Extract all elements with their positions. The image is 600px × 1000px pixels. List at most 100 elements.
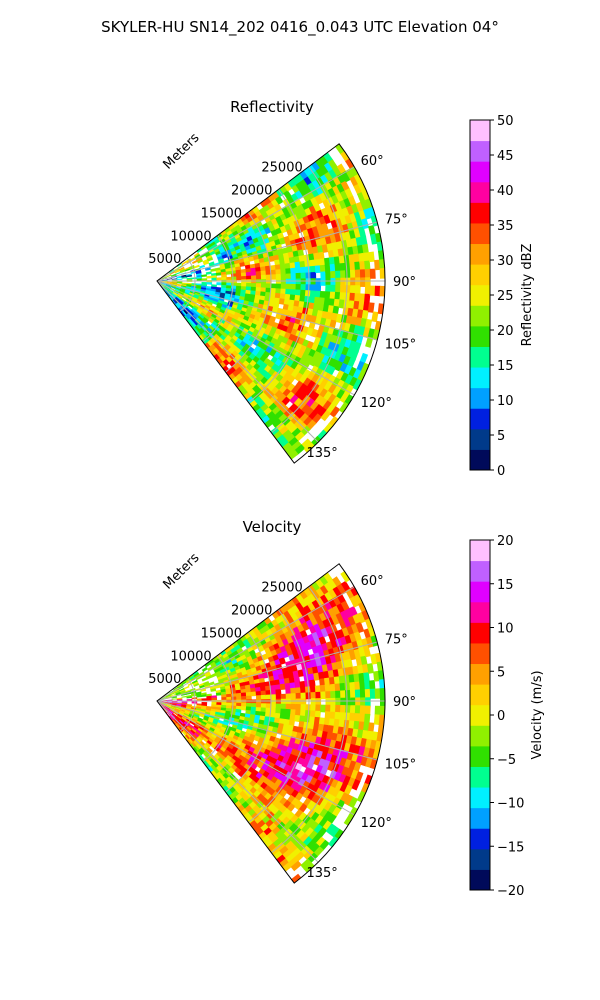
- field-cell: [260, 690, 267, 696]
- azimuth-tick-label: 60°: [361, 154, 384, 169]
- field-cell: [289, 714, 296, 722]
- field-cell: [285, 273, 292, 280]
- field-cell: [186, 718, 192, 723]
- field-cell: [265, 685, 272, 692]
- field-cell: [294, 681, 301, 689]
- field-cell: [334, 360, 344, 372]
- field-cell: [357, 244, 365, 255]
- field-cell: [292, 305, 299, 314]
- field-cell: [300, 686, 307, 694]
- field-cell: [219, 308, 226, 315]
- field-cell: [348, 254, 356, 264]
- field-cell: [292, 670, 300, 678]
- colorbar-tick-label: 0: [497, 464, 505, 479]
- field-cell: [274, 712, 281, 720]
- field-cell: [193, 295, 200, 300]
- field-cell: [175, 706, 182, 710]
- field-cell: [327, 725, 335, 735]
- field-cell: [367, 722, 375, 733]
- field-cell: [201, 721, 208, 726]
- field-cell: [281, 667, 289, 675]
- field-cell: [363, 774, 373, 787]
- field-cell: [164, 707, 170, 711]
- field-cell: [188, 730, 195, 737]
- field-cell: [173, 718, 178, 724]
- field-cell: [235, 686, 242, 691]
- field-cell: [170, 707, 176, 711]
- field-cell: [165, 706, 170, 710]
- field-cell: [282, 672, 290, 680]
- field-cell: [300, 698, 307, 706]
- field-cell: [205, 267, 211, 271]
- field-cell: [195, 311, 201, 317]
- field-cell: [189, 316, 196, 323]
- field-cell: [353, 253, 360, 264]
- range-ring: [202, 234, 234, 343]
- field-cell: [161, 281, 168, 283]
- field-cell: [260, 283, 267, 289]
- field-cell: [285, 288, 292, 296]
- field-cell: [193, 312, 200, 318]
- field-cell: [309, 259, 316, 268]
- field-cell: [183, 714, 189, 718]
- field-cell: [171, 701, 178, 704]
- azimuth-tick-label: 105°: [385, 758, 416, 773]
- reflectivity-radial-label: Meters: [161, 130, 203, 172]
- field-cell: [316, 730, 324, 739]
- field-cell: [365, 756, 374, 768]
- field-cell: [362, 721, 370, 733]
- field-cell: [176, 715, 182, 720]
- field-cell: [161, 282, 167, 285]
- field-cell: [362, 243, 369, 255]
- field-cell: [313, 252, 320, 261]
- field-cell: [273, 297, 281, 304]
- field-cell: [350, 697, 356, 707]
- field-cell: [166, 702, 173, 704]
- radial-tick-label: 25000: [261, 581, 302, 596]
- field-cell: [341, 207, 351, 218]
- field-cell: [355, 334, 364, 345]
- radial-tick-label: 5000: [148, 672, 181, 687]
- field-cell: [255, 290, 262, 297]
- field-cell: [187, 716, 194, 721]
- field-cell: [209, 250, 216, 256]
- colorbar-segment: [470, 253, 490, 265]
- field-cell: [274, 259, 281, 266]
- field-cell: [348, 674, 356, 684]
- field-cell: [286, 246, 294, 254]
- field-cell: [199, 673, 206, 678]
- field-cell: [209, 661, 217, 667]
- colorbar-tick-label: 15: [497, 359, 514, 374]
- azimuth-tick-label: 75°: [385, 632, 408, 647]
- field-cell: [274, 292, 281, 300]
- field-cell: [285, 708, 292, 716]
- colorbar-tick-label: −20: [497, 884, 524, 899]
- field-cell: [181, 285, 187, 288]
- colorbar-segment: [470, 120, 490, 131]
- field-cell: [293, 675, 301, 684]
- field-cell: [260, 287, 267, 293]
- field-cell: [200, 287, 207, 291]
- field-cell: [336, 583, 347, 595]
- field-cell: [185, 307, 191, 313]
- field-cell: [173, 291, 179, 296]
- field-cell: [348, 720, 355, 731]
- field-cell: [176, 722, 182, 728]
- field-cell: [249, 679, 256, 686]
- field-cell: [166, 274, 172, 278]
- field-cell: [169, 295, 174, 301]
- field-cell: [359, 689, 366, 699]
- field-cell: [363, 252, 370, 263]
- field-cell: [367, 626, 377, 639]
- field-cell: [197, 749, 204, 756]
- field-cell: [304, 295, 311, 304]
- field-cell: [194, 325, 201, 332]
- field-cell: [295, 267, 302, 275]
- field-cell: [214, 727, 222, 733]
- field-cell: [350, 349, 359, 361]
- colorbar-segment: [470, 387, 490, 399]
- field-cell: [192, 297, 199, 302]
- colorbar-segment: [470, 274, 490, 286]
- field-cell: [204, 724, 211, 730]
- range-ring: [225, 632, 272, 793]
